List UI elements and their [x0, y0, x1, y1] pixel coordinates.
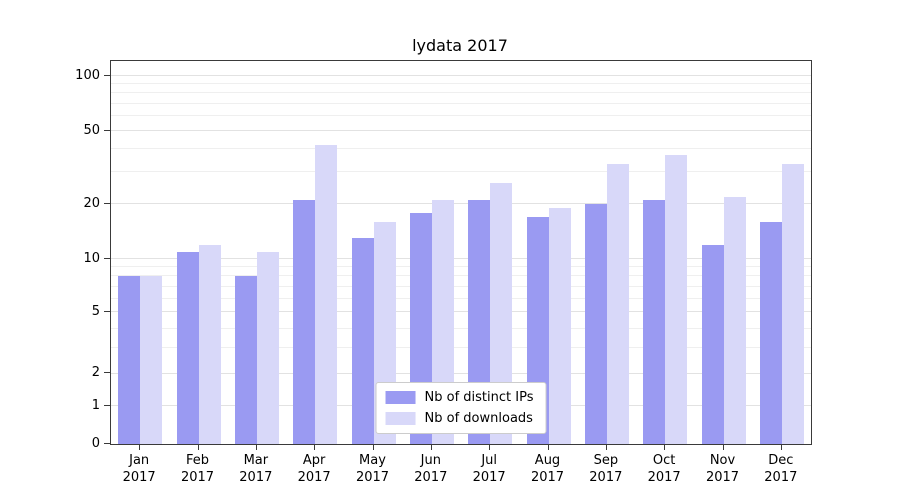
bar-distinct-ips: [584, 204, 607, 444]
bar-downloads: [665, 155, 688, 444]
bar-distinct-ips: [118, 276, 141, 444]
gridline-minor: [111, 297, 811, 299]
bar-downloads: [781, 164, 804, 444]
gridline-minor: [111, 327, 811, 329]
bar-distinct-ips: [176, 251, 199, 444]
y-tick-mark: [104, 372, 110, 374]
x-tick-mark: [197, 444, 199, 450]
x-tick-mark: [780, 444, 782, 450]
x-tick-label: Sep 2017: [589, 453, 623, 485]
y-tick-mark: [104, 74, 110, 76]
x-tick-label: Nov 2017: [705, 453, 740, 485]
legend-label: Nb of distinct IPs: [424, 390, 534, 405]
x-tick-label: May 2017: [355, 453, 390, 485]
gridline-minor: [111, 285, 811, 287]
y-tick-label: 5: [91, 304, 100, 320]
legend-swatch-distinct-ips: [385, 391, 416, 404]
gridline-minor: [111, 92, 811, 94]
bar-distinct-ips: [234, 276, 257, 444]
gridline-minor: [111, 266, 811, 268]
gridline-minor: [111, 103, 811, 105]
y-tick-mark: [104, 258, 110, 259]
bar-distinct-ips: [643, 200, 666, 444]
gridline-major: [111, 311, 811, 313]
legend-swatch-downloads: [385, 412, 416, 425]
bar-downloads: [140, 276, 163, 444]
x-tick-mark: [605, 444, 607, 450]
y-tick-label: 100: [75, 67, 100, 83]
gridline-minor: [111, 147, 811, 149]
gridline-major: [111, 372, 811, 374]
y-tick-label: 0: [91, 436, 100, 451]
bar-downloads: [198, 244, 221, 444]
x-tick-label: Mar 2017: [239, 453, 273, 485]
x-tick-label: Dec 2017: [764, 453, 798, 485]
bar-distinct-ips: [759, 221, 782, 444]
x-tick-mark: [664, 444, 666, 450]
y-tick-mark: [104, 443, 110, 444]
legend: Nb of distinct IPs Nb of downloads: [375, 382, 547, 434]
gridline-minor: [111, 170, 811, 172]
x-tick-label: Jun 2017: [414, 453, 448, 485]
x-tick-label: Aug 2017: [530, 453, 565, 485]
bar-distinct-ips: [293, 200, 316, 444]
x-tick-mark: [139, 444, 141, 450]
gridline-major: [111, 203, 811, 205]
chart-title: lydata 2017: [412, 36, 508, 55]
gridline-minor: [111, 83, 811, 85]
y-tick-mark: [104, 203, 110, 205]
x-tick-mark: [372, 444, 374, 450]
y-tick-mark: [104, 404, 110, 406]
plot-area: Nb of distinct IPs Nb of downloads: [110, 60, 812, 445]
gridline-major: [111, 74, 811, 76]
gridline-minor: [111, 115, 811, 117]
x-tick-mark: [722, 444, 724, 450]
x-tick-label: Jan 2017: [122, 453, 156, 485]
x-tick-label: Apr 2017: [297, 453, 331, 485]
x-tick-mark: [255, 444, 257, 450]
bar-downloads: [315, 144, 338, 444]
x-tick-mark: [547, 444, 549, 450]
legend-item: Nb of distinct IPs: [385, 390, 534, 405]
y-tick-mark: [104, 130, 110, 131]
bar-downloads: [548, 208, 571, 444]
bar-downloads: [606, 164, 629, 444]
bar-downloads: [490, 183, 513, 444]
bar-downloads: [256, 251, 279, 444]
bar-distinct-ips: [351, 238, 374, 444]
gridline-minor: [111, 275, 811, 277]
y-tick-label: 10: [83, 251, 100, 266]
gridline-major: [111, 258, 811, 260]
x-tick-mark: [489, 444, 491, 450]
y-tick-label: 1: [91, 397, 100, 413]
bar-distinct-ips: [701, 244, 724, 444]
x-tick-label: Feb 2017: [180, 453, 215, 485]
y-tick-label: 20: [83, 196, 100, 212]
x-tick-label: Oct 2017: [647, 453, 681, 485]
bar-downloads: [723, 196, 746, 444]
y-tick-mark: [104, 311, 110, 313]
y-tick-label: 50: [83, 123, 100, 138]
x-tick-mark: [430, 444, 432, 450]
x-tick-mark: [314, 444, 316, 450]
legend-label: Nb of downloads: [424, 411, 533, 426]
x-tick-label: Jul 2017: [472, 453, 506, 485]
gridline-minor: [111, 347, 811, 349]
y-tick-label: 2: [91, 365, 100, 381]
legend-item: Nb of downloads: [385, 411, 534, 426]
gridline-major: [111, 130, 811, 132]
